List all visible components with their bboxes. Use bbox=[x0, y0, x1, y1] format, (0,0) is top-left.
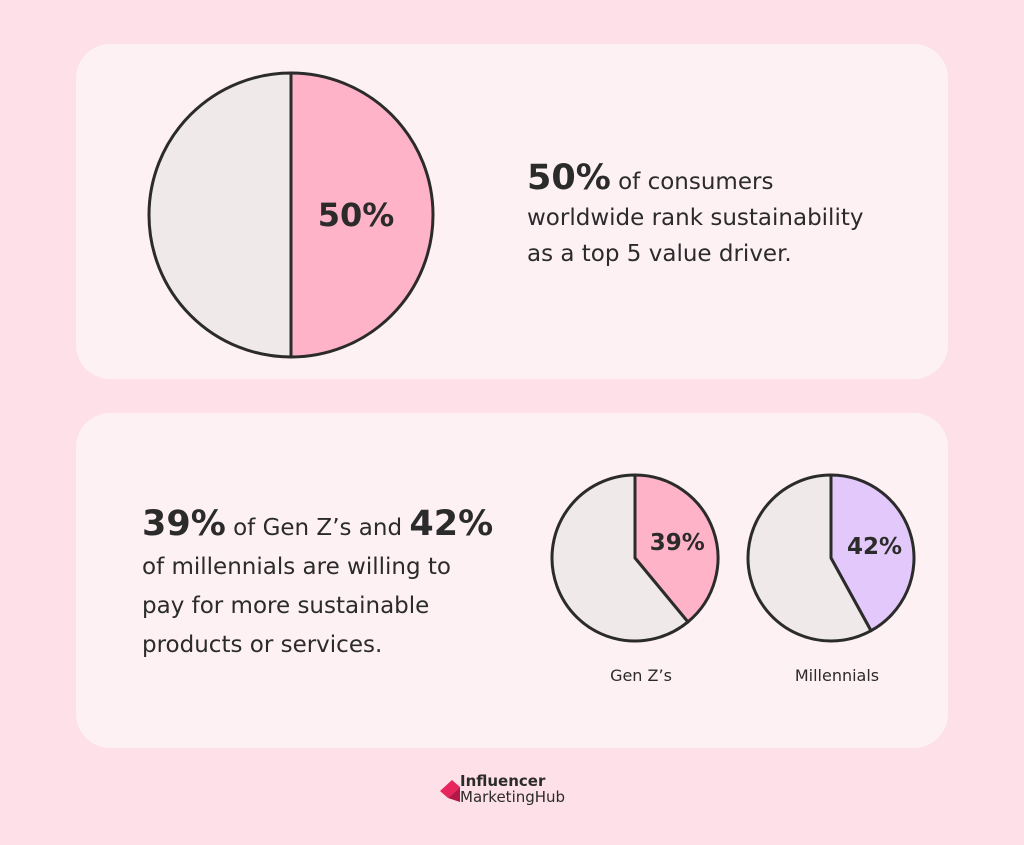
pie-slice-rest bbox=[147, 71, 293, 359]
pie-caption-millennials: Millennials bbox=[794, 666, 880, 685]
pie-chart-millennials: 42% bbox=[746, 473, 916, 643]
stat-text-line2: worldwide rank sustainability bbox=[527, 205, 864, 231]
pie-slice-highlight bbox=[289, 71, 435, 359]
pie-slice-label: 39% bbox=[650, 530, 705, 556]
pie-slice-label: 50% bbox=[318, 196, 395, 234]
pie-slice-highlight bbox=[633, 473, 720, 624]
stat-card-generations: 39% of Gen Z’s and 42% of millennials ar… bbox=[76, 413, 948, 748]
stat-text-line2: of millennials are willing to bbox=[142, 554, 451, 580]
brand-logo: Influencer MarketingHub bbox=[440, 772, 640, 812]
pie-slice-rest bbox=[746, 473, 873, 643]
pie-chart-genz: 39% bbox=[550, 473, 720, 643]
stat-text-line3: as a top 5 value driver. bbox=[527, 241, 792, 267]
pie-slice-label: 42% bbox=[847, 534, 902, 560]
stat-highlight-39: 39% bbox=[142, 504, 226, 544]
stat-highlight-42: 42% bbox=[409, 504, 494, 544]
logo-text-line2: MarketingHub bbox=[460, 788, 566, 806]
logo-text-line1: Influencer bbox=[460, 772, 546, 790]
pie-slice-rest bbox=[550, 473, 690, 643]
stat-text-line4: products or services. bbox=[142, 632, 383, 658]
pie-chart-consumers: 50% bbox=[147, 71, 435, 359]
stat-text-line1: of consumers bbox=[610, 169, 774, 195]
stat-card-consumers: 50% 50% of consumers worldwide rank sust… bbox=[76, 44, 948, 379]
stat-text-line3: pay for more sustainable bbox=[142, 593, 430, 619]
stat-text-generations: 39% of Gen Z’s and 42% of millennials ar… bbox=[142, 505, 562, 665]
stat-text-consumers: 50% of consumers worldwide rank sustaina… bbox=[527, 160, 947, 272]
pie-slice-highlight bbox=[829, 473, 916, 633]
logo-mark-icon bbox=[440, 780, 460, 802]
stat-highlight-50: 50% bbox=[527, 158, 611, 198]
pie-caption-genz: Gen Z’s bbox=[610, 666, 672, 685]
stat-text-mid: of Gen Z’s and bbox=[225, 515, 410, 541]
